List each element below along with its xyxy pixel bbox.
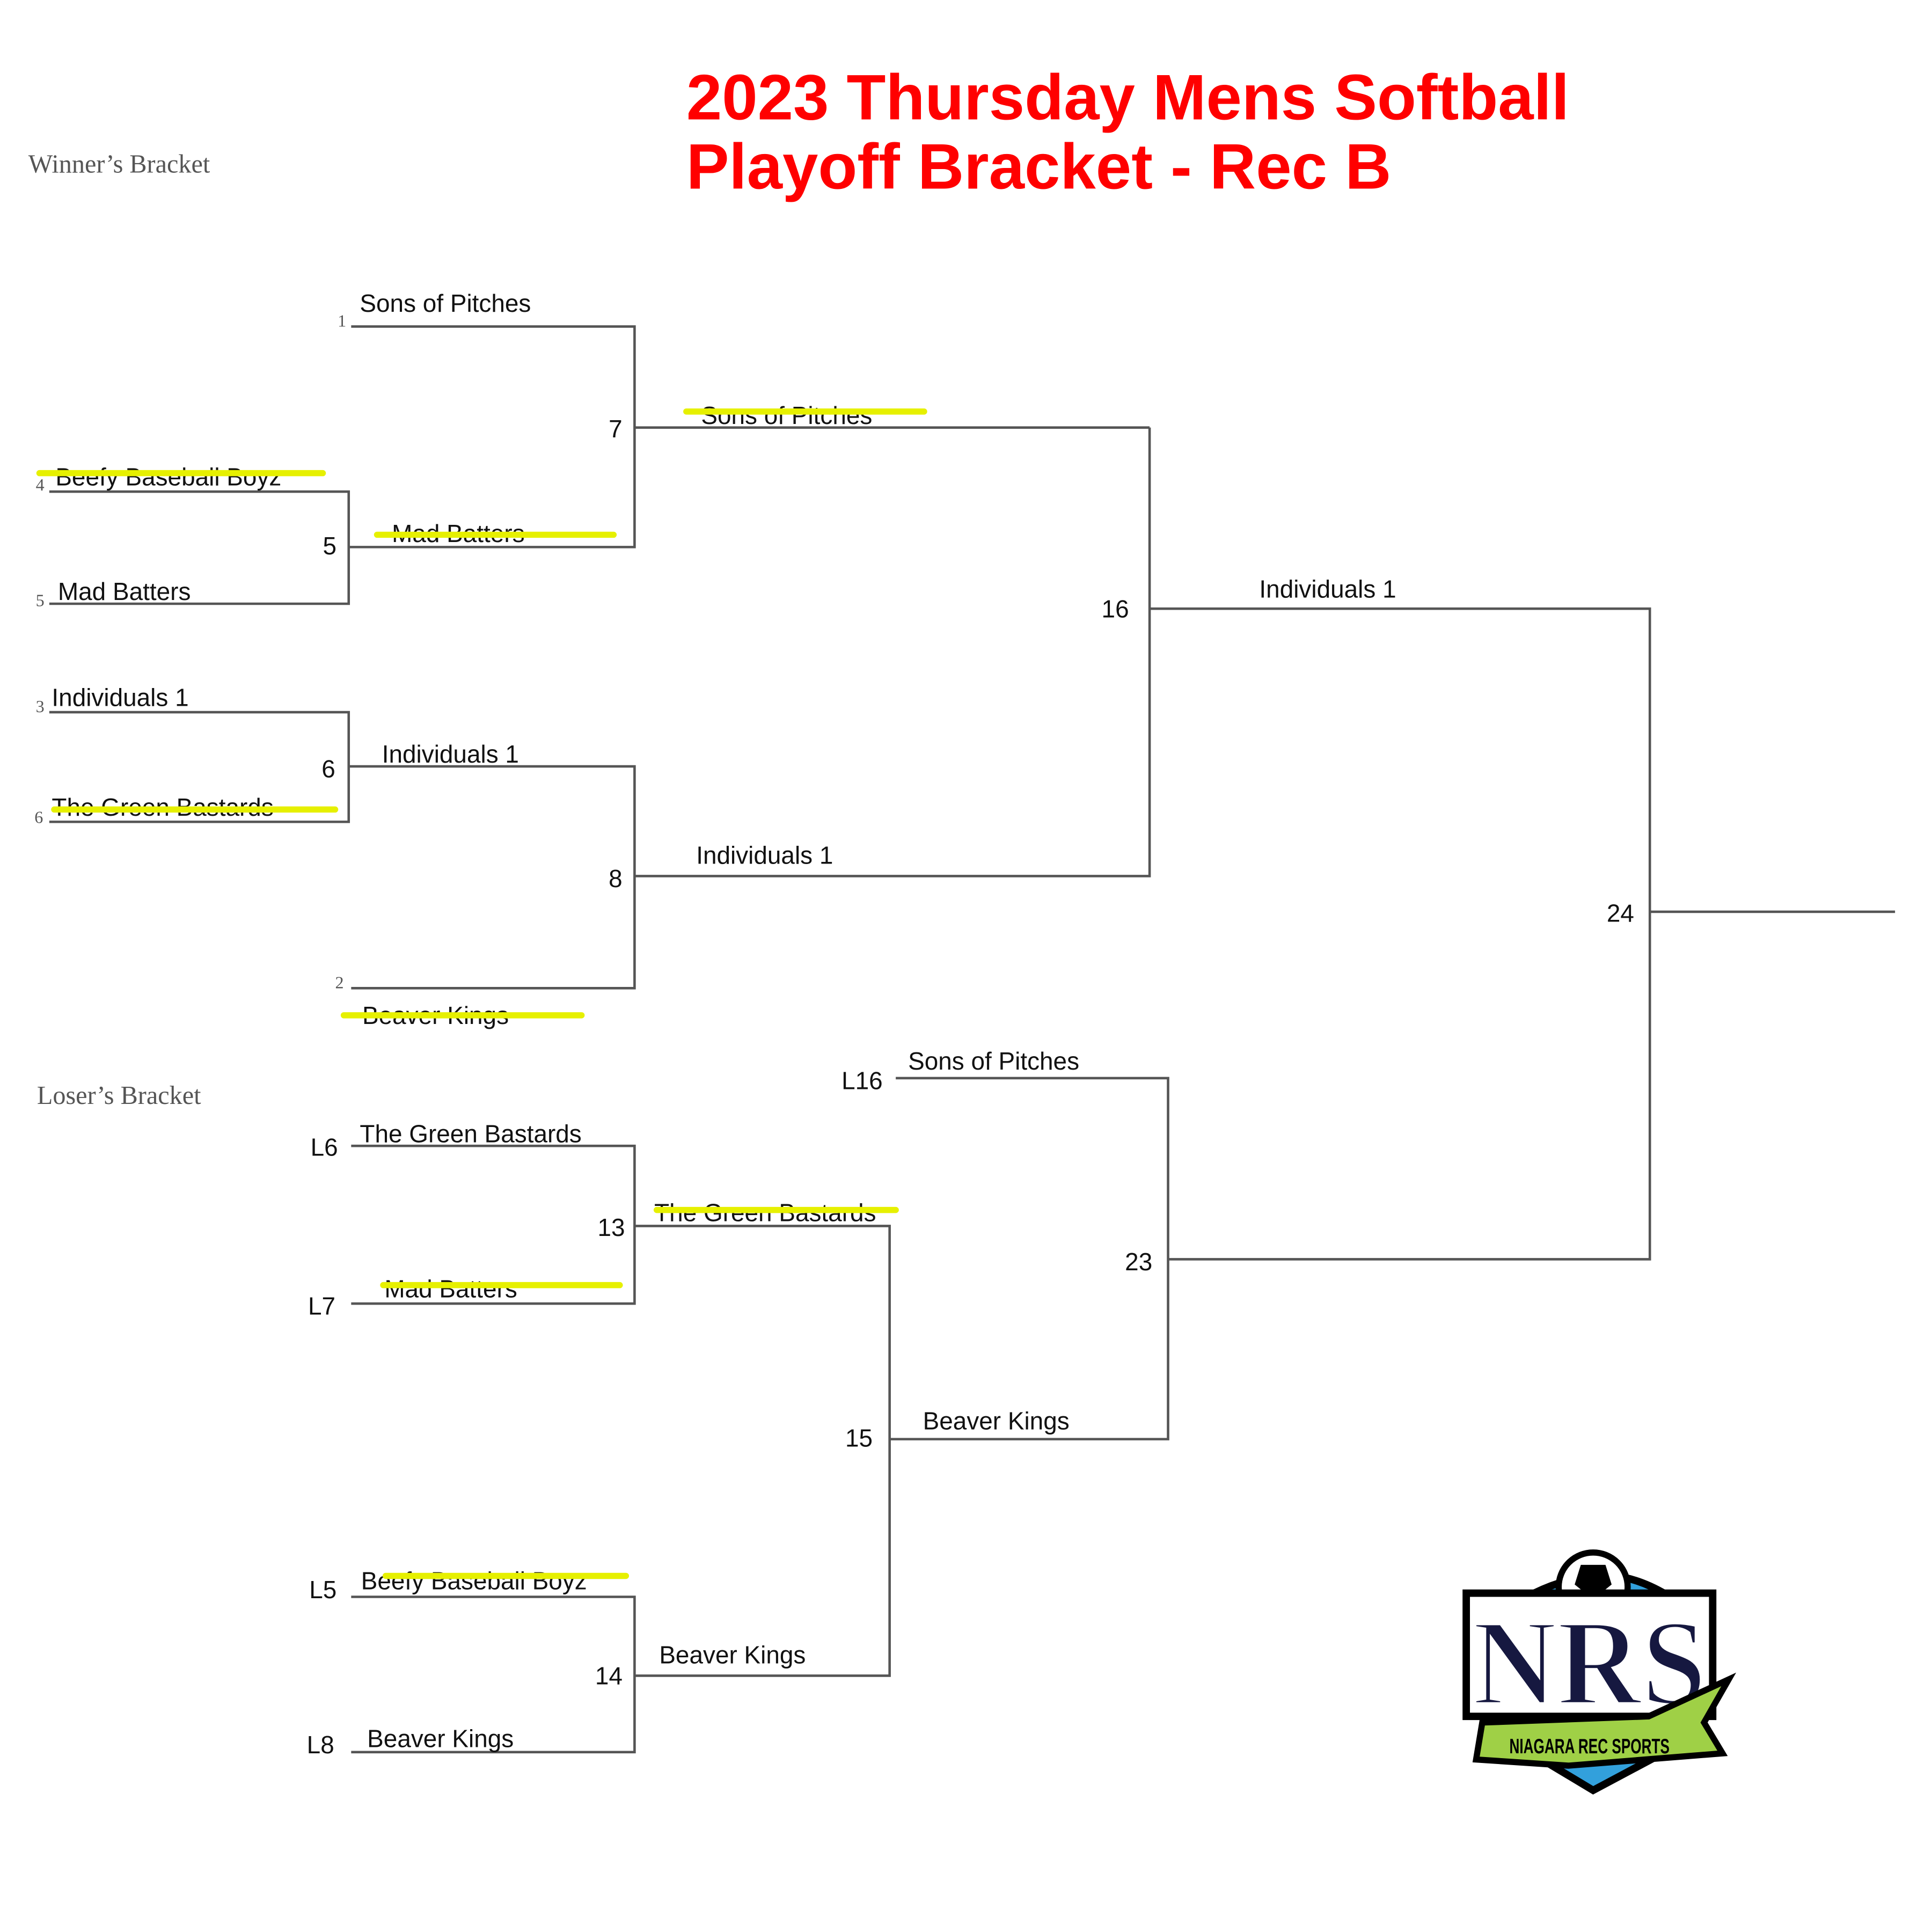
elimination-highlights	[36, 408, 927, 1579]
team-entry: Mad Batters	[58, 577, 191, 605]
team-entry: Beefy Baseball Boyz	[361, 1567, 587, 1595]
team-entry: Beefy Baseball Boyz	[55, 463, 281, 491]
game-number-13: 13	[598, 1213, 625, 1241]
seed-l16: L16	[841, 1067, 883, 1095]
team-entry: Sons of Pitches	[701, 401, 872, 429]
game-number-16: 16	[1102, 595, 1129, 623]
seed-5: 5	[36, 591, 45, 610]
game-number-7: 7	[609, 415, 623, 443]
game-number-15: 15	[845, 1424, 873, 1452]
game-7-connector	[348, 325, 636, 548]
seed-3: 3	[36, 697, 45, 716]
game-number-14: 14	[595, 1662, 623, 1690]
team-entry: Mad Batters	[384, 1275, 517, 1303]
game-8-connector	[348, 765, 636, 990]
game-5-connector	[49, 490, 350, 605]
seed-l6: L6	[311, 1133, 338, 1161]
seed-6: 6	[34, 808, 43, 827]
game-number-5: 5	[323, 532, 337, 560]
team-entry: Individuals 1	[1259, 575, 1396, 603]
seed-l8: L8	[307, 1731, 334, 1759]
game-15-connector	[634, 1225, 891, 1677]
nrs-logo: NRS NIAGARA REC SPORTS	[1462, 1549, 1737, 1795]
seed-4: 4	[36, 475, 45, 494]
game-16-connector	[634, 427, 1151, 877]
winners-bracket-label: Winner’s Bracket	[28, 150, 210, 178]
team-entry: Sons of Pitches	[360, 289, 531, 317]
game-24-connector	[1150, 607, 1651, 1261]
title-line-2: Playoff Bracket - Rec B	[686, 131, 1392, 202]
seed-l5: L5	[309, 1576, 336, 1604]
svg-text:NIAGARA REC SPORTS: NIAGARA REC SPORTS	[1510, 1735, 1670, 1758]
team-entry: Sons of Pitches	[908, 1047, 1079, 1075]
game-number-24: 24	[1607, 899, 1634, 927]
game-23-connector	[889, 1077, 1169, 1440]
seed-l7: L7	[308, 1292, 335, 1320]
team-entry: Individuals 1	[696, 841, 833, 869]
team-entry: Individuals 1	[52, 684, 188, 712]
team-entry: The Green Bastards	[360, 1119, 581, 1147]
game-number-6: 6	[321, 755, 335, 783]
team-entry: Beaver Kings	[659, 1641, 806, 1668]
losers-bracket-lines	[351, 1077, 1169, 1754]
seed-2: 2	[335, 972, 343, 992]
seed-1: 1	[338, 311, 346, 330]
winners-bracket-lines	[49, 325, 1896, 1261]
team-entry: Beaver Kings	[923, 1407, 1070, 1435]
game-number-23: 23	[1125, 1248, 1152, 1276]
team-entry: Beaver Kings	[367, 1725, 514, 1753]
game-number-8: 8	[609, 865, 623, 892]
title-line-1: 2023 Thursday Mens Softball	[686, 62, 1569, 134]
losers-bracket-label: Loser’s Bracket	[37, 1081, 201, 1110]
game-14-connector	[351, 1596, 636, 1754]
team-entry: Individuals 1	[382, 740, 519, 768]
